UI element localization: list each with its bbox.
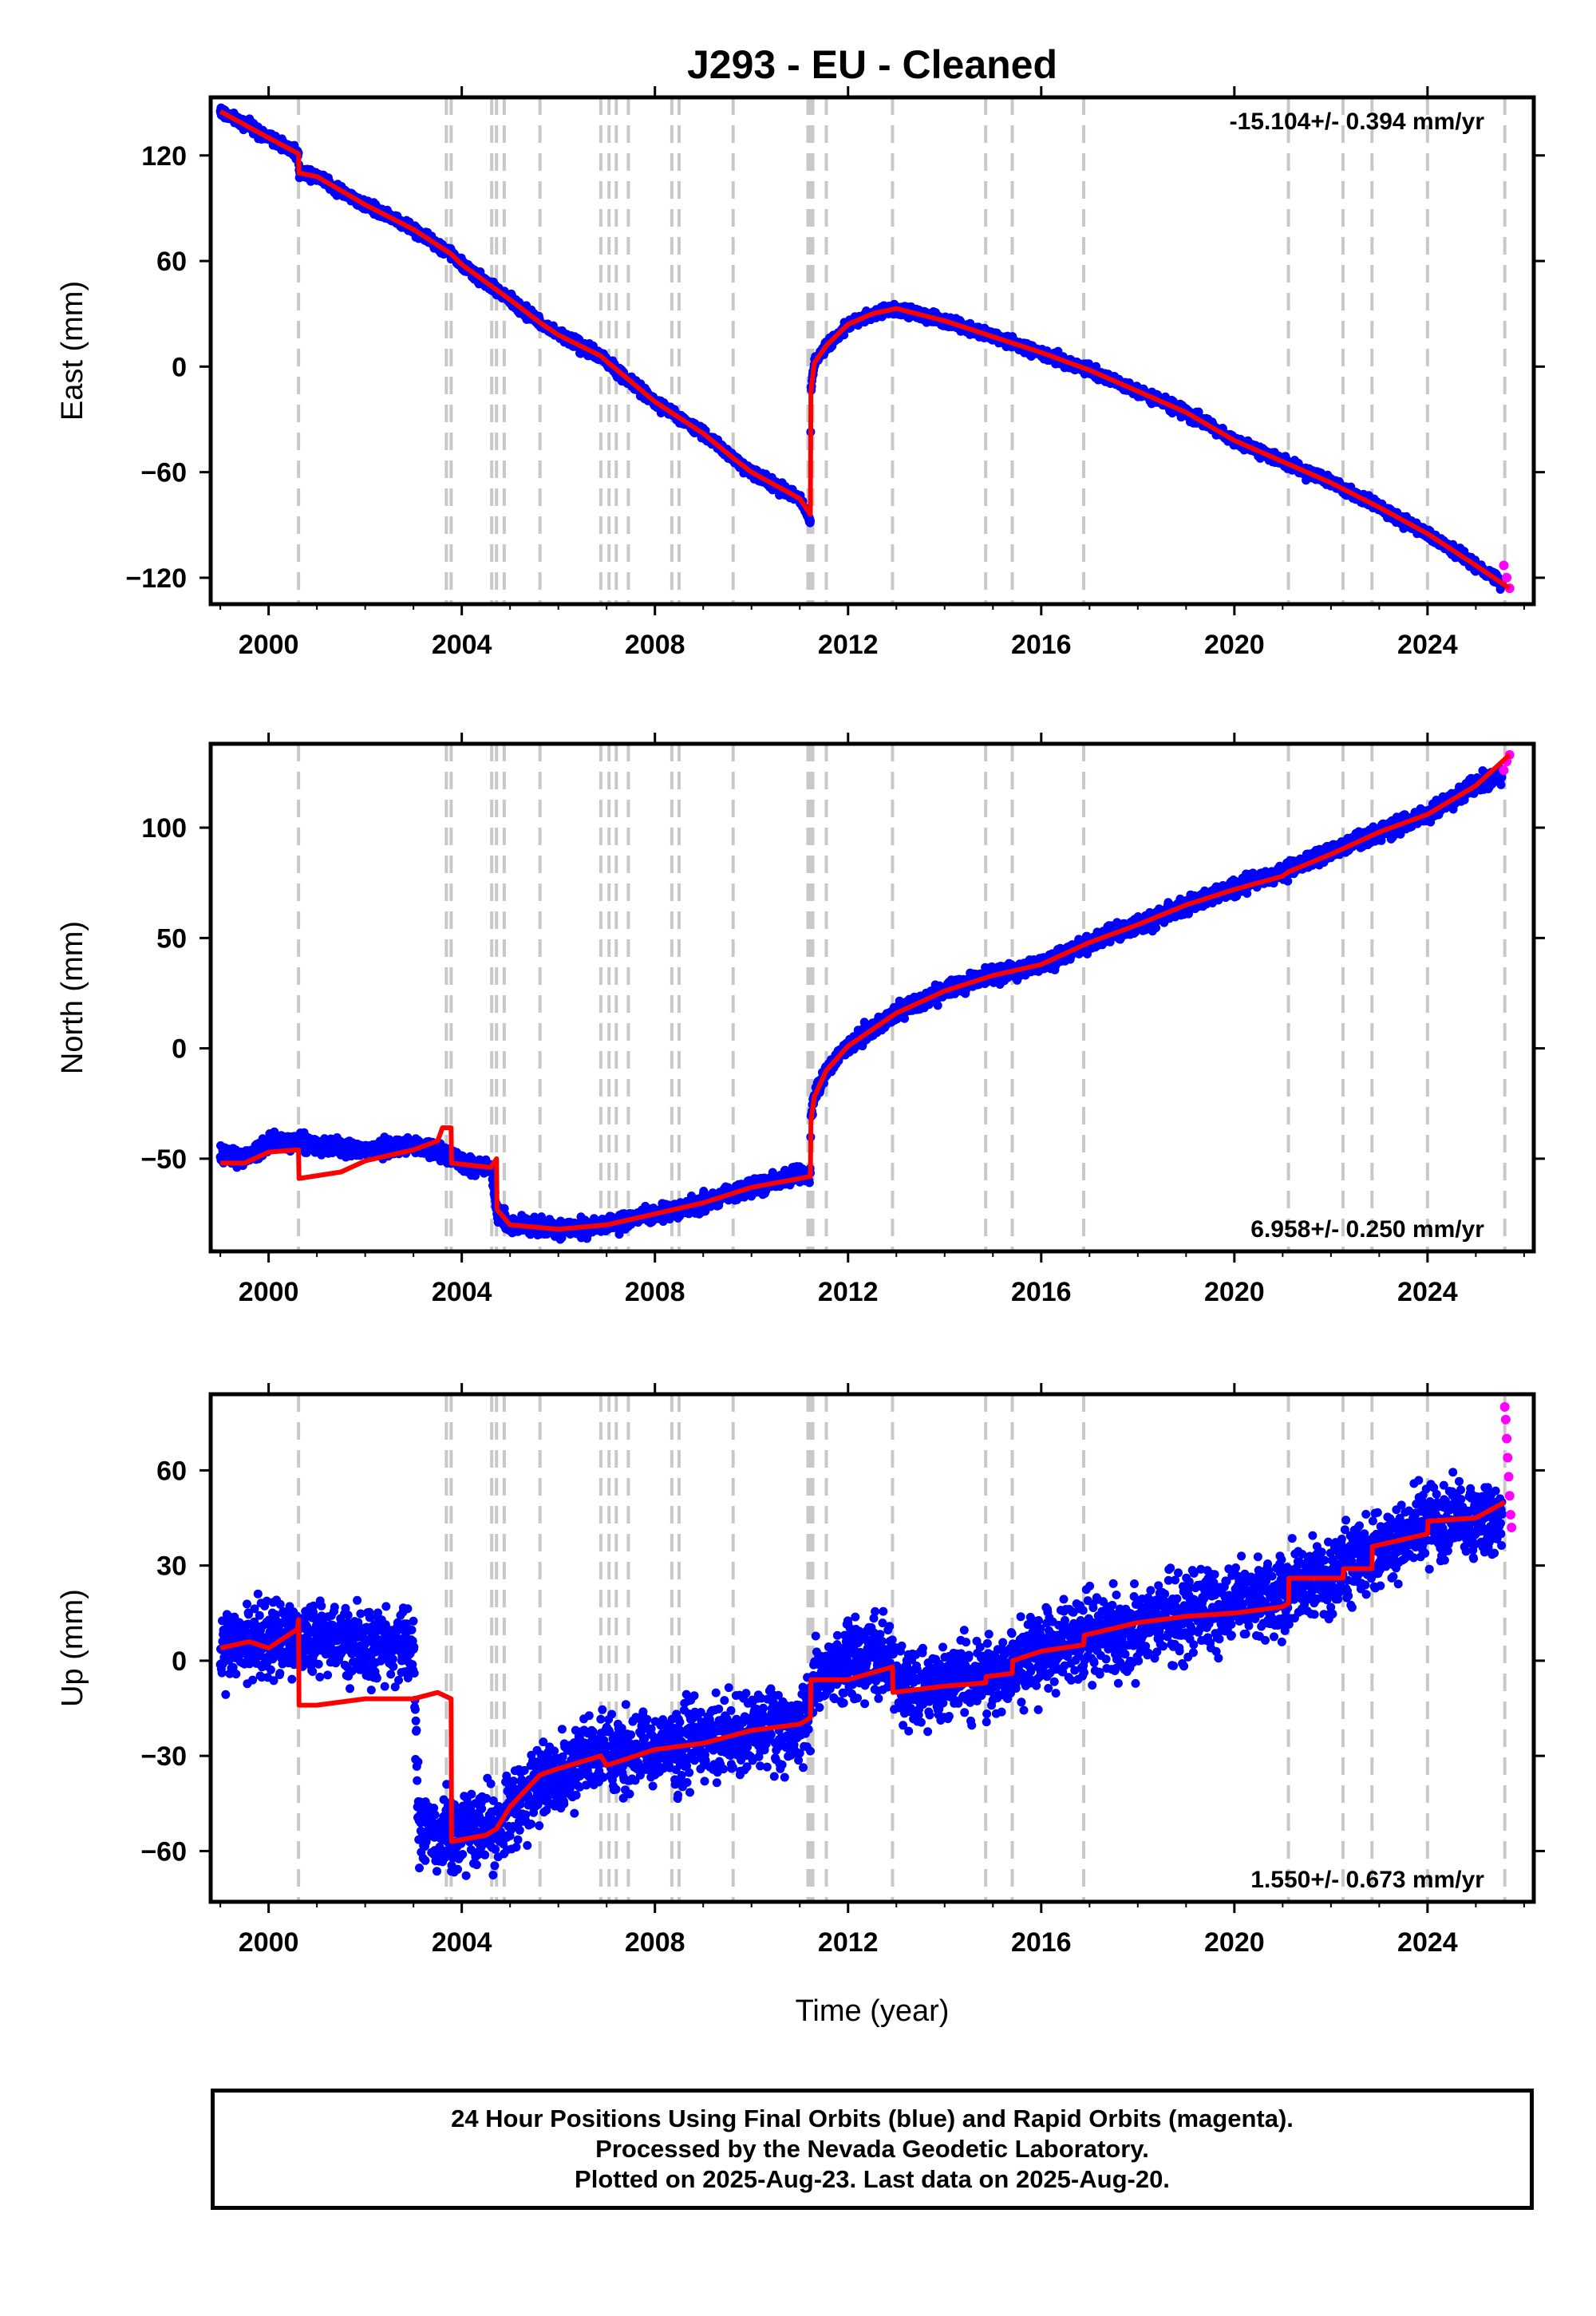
north-rapid-orbit-point-0 xyxy=(1499,765,1509,776)
up-rapid-orbit-point-0 xyxy=(1499,1401,1510,1412)
panel-east: 2000 2004 2008 2012 2016 2020 2024 120 60 0 −60 −12… xyxy=(56,86,1545,660)
north-y-axis-label: North (mm) xyxy=(56,921,89,1074)
east-x-tick-label-2008: 2008 xyxy=(625,630,685,660)
up-y-tick-label-2: 0 xyxy=(172,1646,187,1677)
east-rate-label: -15.104+/- 0.394 mm/yr xyxy=(1230,109,1485,135)
up-rate-label: 1.550+/- 0.673 mm/yr xyxy=(1250,1867,1484,1893)
north-x-tick-label-2012: 2012 xyxy=(818,1277,879,1307)
east-y-axis-label: East (mm) xyxy=(56,281,89,421)
up-x-tick-label-2008: 2008 xyxy=(625,1927,685,1958)
north-x-tick-label-2020: 2020 xyxy=(1204,1277,1265,1307)
panel-up: 2000 2004 2008 2012 2016 2020 2024 60 30 0 −30 −60 U… xyxy=(56,1383,1545,1958)
east-model-line xyxy=(219,109,1511,591)
up-frame xyxy=(208,1392,1536,1904)
north-y-tick-label-3: −50 xyxy=(140,1144,187,1175)
up-rapid-orbit-point-2 xyxy=(1502,1433,1512,1444)
east-y-tick-label-4: −120 xyxy=(125,563,187,594)
up-rapid-orbit-point-5 xyxy=(1504,1491,1515,1501)
east-final-orbit-points xyxy=(215,103,1507,594)
east-x-tick-label-2012: 2012 xyxy=(818,630,879,660)
footer-line-orbits: 24 Hour Positions Using Final Orbits (bl… xyxy=(451,2105,1294,2132)
up-rapid-orbit-point-3 xyxy=(1503,1452,1513,1463)
east-y-tick-label-1: 60 xyxy=(156,247,187,277)
north-x-tick-label-2024: 2024 xyxy=(1397,1277,1458,1307)
footer-line-processed: Processed by the Nevada Geodetic Laborat… xyxy=(595,2135,1149,2163)
up-rapid-orbit-point-6 xyxy=(1505,1510,1515,1520)
up-y-tick-label-4: −60 xyxy=(140,1836,187,1867)
up-rapid-orbit-point-1 xyxy=(1500,1414,1511,1425)
north-x-tick-label-2000: 2000 xyxy=(239,1277,299,1307)
up-model-line xyxy=(219,1500,1507,1844)
east-x-tick-label-2020: 2020 xyxy=(1204,630,1265,660)
up-plot-area xyxy=(215,1394,1517,1902)
north-model-line xyxy=(220,753,1511,1232)
east-y-tick-label-3: −60 xyxy=(140,458,187,488)
east-rapid-orbit-point-1 xyxy=(1502,572,1512,583)
north-x-tick-label-2016: 2016 xyxy=(1011,1277,1072,1307)
up-x-tick-label-2012: 2012 xyxy=(818,1927,879,1958)
up-x-tick-label-2024: 2024 xyxy=(1397,1927,1458,1958)
north-y-tick-label-0: 100 xyxy=(141,813,187,844)
east-x-tick-label-2000: 2000 xyxy=(239,630,299,660)
north-x-tick-label-2004: 2004 xyxy=(432,1277,492,1307)
east-rapid-orbit-point-0 xyxy=(1499,560,1509,571)
north-rate-label: 6.958+/- 0.250 mm/yr xyxy=(1250,1216,1484,1243)
north-y-tick-label-2: 0 xyxy=(172,1034,187,1065)
chart-title: J293 - EU - Cleaned xyxy=(687,42,1057,87)
up-x-tick-label-2000: 2000 xyxy=(239,1927,299,1958)
footer-box: 24 Hour Positions Using Final Orbits (bl… xyxy=(211,2089,1534,2210)
north-y-tick-label-1: 50 xyxy=(156,923,187,954)
north-frame xyxy=(208,741,1536,1254)
up-y-axis-label: Up (mm) xyxy=(56,1589,89,1707)
up-rapid-orbit-point-7 xyxy=(1507,1522,1517,1532)
east-x-tick-label-2004: 2004 xyxy=(432,630,492,660)
east-x-tick-label-2016: 2016 xyxy=(1011,630,1072,660)
x-axis-label: Time (year) xyxy=(796,1994,950,2028)
up-y-tick-label-1: 30 xyxy=(156,1551,187,1582)
east-x-tick-label-2024: 2024 xyxy=(1397,630,1458,660)
panel-north: 2000 2004 2008 2012 2016 2020 2024 100 50 0 −50 Nor… xyxy=(56,733,1545,1307)
east-frame xyxy=(208,95,1536,607)
east-plot-area xyxy=(215,97,1515,604)
footer-line-dates: Plotted on 2025-Aug-23. Last data on 202… xyxy=(575,2165,1170,2193)
up-x-tick-label-2020: 2020 xyxy=(1204,1927,1265,1958)
east-y-tick-label-0: 120 xyxy=(141,141,187,172)
up-x-tick-label-2016: 2016 xyxy=(1011,1927,1072,1958)
north-final-orbit-points xyxy=(215,764,1507,1244)
north-x-tick-label-2008: 2008 xyxy=(625,1277,685,1307)
up-x-tick-label-2004: 2004 xyxy=(432,1927,492,1958)
up-y-tick-label-0: 60 xyxy=(156,1456,187,1486)
east-y-tick-label-2: 0 xyxy=(172,352,187,382)
up-rapid-orbit-point-4 xyxy=(1503,1472,1514,1482)
north-plot-area xyxy=(215,744,1515,1251)
up-y-tick-label-3: −30 xyxy=(140,1741,187,1772)
